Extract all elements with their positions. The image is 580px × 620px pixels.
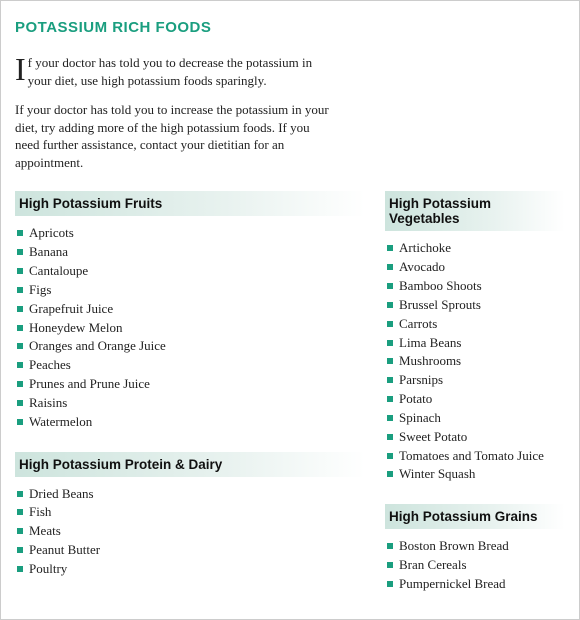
list-item: Tomatoes and Tomato Juice	[387, 447, 565, 466]
list-item: Poultry	[17, 560, 365, 579]
list-item: Lima Beans	[387, 334, 565, 353]
intro-p1-text: f your doctor has told you to decrease t…	[28, 55, 313, 88]
list-item: Bran Cereals	[387, 556, 565, 575]
dropcap: I	[15, 54, 28, 82]
list-item: Prunes and Prune Juice	[17, 375, 365, 394]
intro-p2: If your doctor has told you to increase …	[15, 101, 335, 171]
list-item: Apricots	[17, 224, 365, 243]
list-item: Boston Brown Bread	[387, 537, 565, 556]
list-item: Fish	[17, 503, 365, 522]
columns: High Potassium Fruits ApricotsBananaCant…	[15, 191, 565, 614]
list-item: Peanut Butter	[17, 541, 365, 560]
section-header-grains: High Potassium Grains	[385, 504, 565, 529]
list-item: Potato	[387, 390, 565, 409]
list-item: Mushrooms	[387, 352, 565, 371]
list-item: Figs	[17, 281, 365, 300]
column-left: High Potassium Fruits ApricotsBananaCant…	[15, 191, 365, 614]
section-grains: High Potassium Grains Boston Brown Bread…	[385, 504, 565, 594]
list-item: Avocado	[387, 258, 565, 277]
list-item: Winter Squash	[387, 465, 565, 484]
list-item: Watermelon	[17, 413, 365, 432]
list-item: Raisins	[17, 394, 365, 413]
list-item: Dried Beans	[17, 485, 365, 504]
list-item: Honeydew Melon	[17, 319, 365, 338]
column-right: High Potassium Vegetables ArtichokeAvoca…	[385, 191, 565, 614]
list-fruits: ApricotsBananaCantaloupeFigsGrapefruit J…	[15, 224, 365, 431]
section-header-fruits: High Potassium Fruits	[15, 191, 365, 216]
list-item: Pumpernickel Bread	[387, 575, 565, 594]
list-item: Sweet Potato	[387, 428, 565, 447]
intro-p1: I f your doctor has told you to decrease…	[15, 54, 335, 89]
section-header-protein: High Potassium Protein & Dairy	[15, 452, 365, 477]
section-header-vegetables: High Potassium Vegetables	[385, 191, 565, 231]
list-item: Banana	[17, 243, 365, 262]
list-item: Carrots	[387, 315, 565, 334]
list-item: Oranges and Orange Juice	[17, 337, 365, 356]
list-vegetables: ArtichokeAvocadoBamboo ShootsBrussel Spr…	[385, 239, 565, 484]
list-item: Cantaloupe	[17, 262, 365, 281]
section-protein: High Potassium Protein & Dairy Dried Bea…	[15, 452, 365, 579]
list-item: Peaches	[17, 356, 365, 375]
list-protein: Dried BeansFishMeatsPeanut ButterPoultry	[15, 485, 365, 579]
section-vegetables: High Potassium Vegetables ArtichokeAvoca…	[385, 191, 565, 484]
intro-block: I f your doctor has told you to decrease…	[15, 54, 335, 171]
list-item: Bamboo Shoots	[387, 277, 565, 296]
page-title: POTASSIUM RICH FOODS	[15, 19, 565, 36]
list-item: Parsnips	[387, 371, 565, 390]
list-grains: Boston Brown BreadBran CerealsPumpernick…	[385, 537, 565, 594]
list-item: Meats	[17, 522, 365, 541]
section-fruits: High Potassium Fruits ApricotsBananaCant…	[15, 191, 365, 431]
list-item: Brussel Sprouts	[387, 296, 565, 315]
list-item: Grapefruit Juice	[17, 300, 365, 319]
list-item: Spinach	[387, 409, 565, 428]
list-item: Artichoke	[387, 239, 565, 258]
